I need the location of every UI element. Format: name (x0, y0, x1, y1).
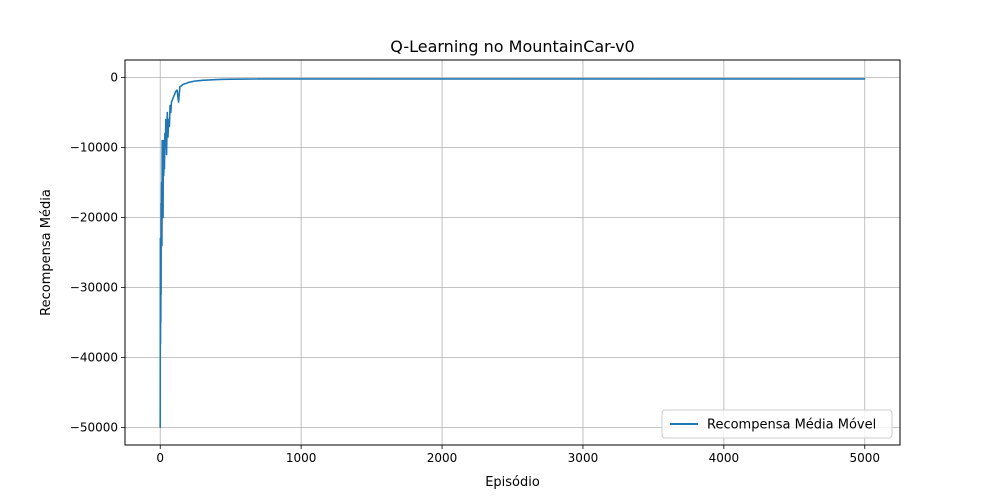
data-point (186, 82, 188, 84)
data-point (163, 167, 166, 170)
data-point (201, 79, 204, 81)
x-tick-label: 0 (156, 451, 164, 465)
data-point (160, 202, 162, 205)
chart-title: Q-Learning no MountainCar-v0 (390, 37, 634, 56)
y-tick-label: −40000 (70, 351, 118, 365)
data-point (230, 78, 232, 80)
data-point (162, 216, 164, 219)
data-point (173, 94, 175, 96)
data-point (160, 321, 162, 324)
x-tick-label: 2000 (427, 451, 458, 465)
series-layer (159, 78, 866, 429)
data-point (244, 78, 246, 80)
y-tick-label: −10000 (70, 141, 118, 155)
data-point (161, 139, 163, 142)
data-point (184, 83, 186, 85)
data-point (652, 78, 655, 80)
data-point (272, 78, 274, 80)
data-point (208, 79, 211, 81)
data-point (163, 174, 165, 177)
data-point (194, 80, 197, 82)
data-point (160, 286, 162, 289)
x-tick-label: 4000 (709, 451, 740, 465)
data-point (182, 83, 184, 86)
data-point (161, 244, 163, 247)
data-point (177, 101, 180, 103)
data-point (168, 125, 170, 128)
y-tick-label: −50000 (70, 421, 118, 435)
data-point (179, 86, 181, 88)
data-point (161, 188, 164, 191)
data-point (441, 78, 443, 80)
data-point (582, 78, 584, 80)
data-point (159, 237, 161, 240)
data-point (723, 78, 725, 80)
data-point (165, 118, 167, 121)
data-point (172, 97, 174, 100)
data-point (159, 342, 162, 345)
data-point (187, 81, 190, 83)
data-point (160, 230, 162, 233)
data-point (168, 118, 170, 121)
data-point (511, 78, 514, 80)
data-point (160, 293, 162, 296)
data-point (170, 111, 172, 114)
x-tick-label: 1000 (286, 451, 317, 465)
data-point (160, 258, 162, 261)
data-point (169, 104, 171, 107)
data-point (215, 79, 218, 81)
data-point (176, 89, 178, 91)
data-point (180, 85, 182, 87)
x-tick-label: 3000 (568, 451, 599, 465)
data-point (162, 139, 164, 142)
data-point (164, 132, 166, 135)
y-tick-label: −30000 (70, 281, 118, 295)
legend: Recompensa Média Móvel (661, 409, 893, 439)
y-tick-label: 0 (110, 71, 118, 85)
data-point (166, 111, 168, 114)
legend-label: Recompensa Média Móvel (707, 418, 876, 433)
ticks: 0 1000 2000 3000 4000 5000 0 −10000 −20000 −30000… (70, 71, 880, 466)
data-point (161, 181, 163, 184)
data-point (163, 153, 165, 156)
data-point (159, 426, 161, 429)
data-point (191, 81, 193, 83)
data-point (165, 153, 168, 156)
data-point (198, 80, 200, 82)
legend-box (661, 409, 893, 439)
data-point (175, 90, 177, 93)
x-axis-label: Episódio (485, 475, 540, 490)
axes-frame (124, 59, 901, 446)
grid (125, 60, 900, 445)
data-point (370, 78, 373, 80)
data-point (223, 78, 225, 80)
data-point (164, 146, 166, 149)
data-point (167, 136, 169, 138)
data-point (793, 78, 795, 80)
data-point (864, 78, 866, 80)
y-axis-label: Recompensa Média (39, 189, 54, 316)
x-tick-label: 5000 (849, 451, 880, 465)
data-point (162, 160, 164, 163)
data-point (258, 78, 260, 80)
data-point (170, 101, 173, 103)
data-point (300, 78, 302, 80)
y-tick-label: −20000 (70, 211, 118, 225)
